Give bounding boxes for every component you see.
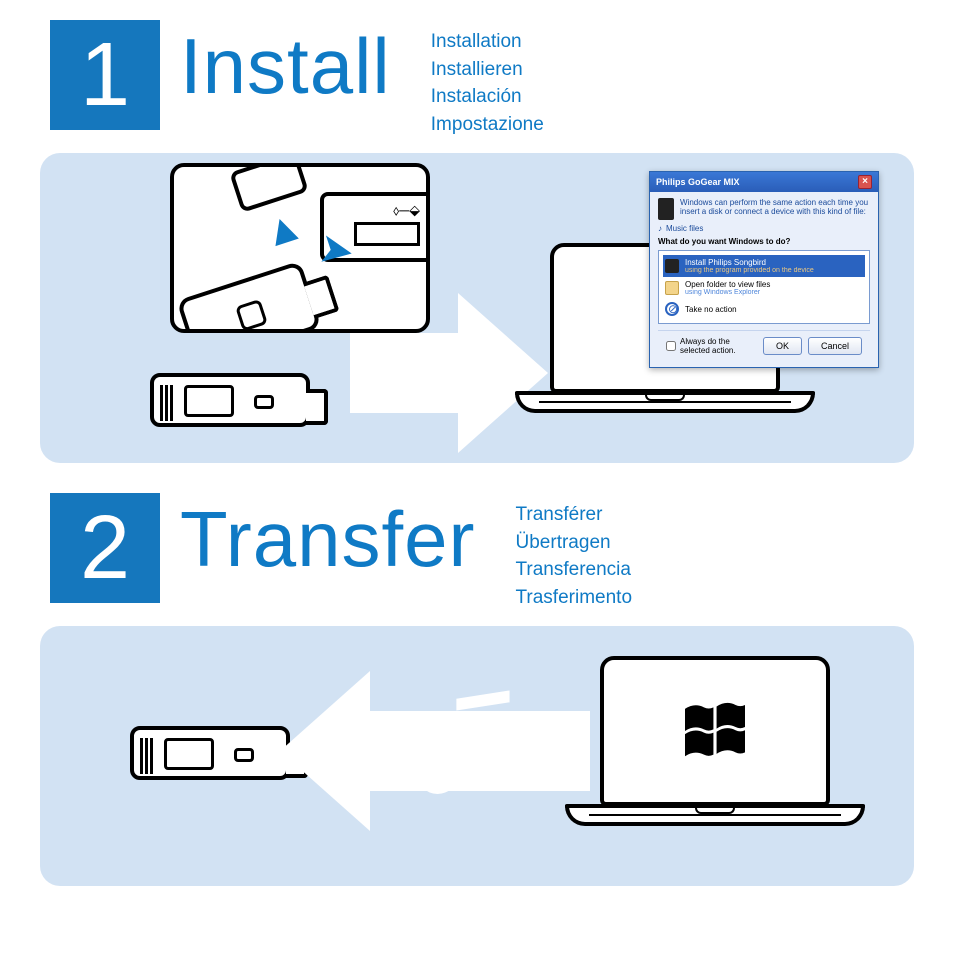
step-2-number-box: 2 — [50, 493, 160, 603]
dialog-intro-text: Windows can perform the same action each… — [680, 198, 870, 216]
step-2-panel — [40, 626, 914, 886]
music-category-icon: ♪ — [658, 224, 662, 233]
translation-item: Installation — [431, 28, 544, 56]
step-1-number-box: 1 — [50, 20, 160, 130]
translation-item: Instalación — [431, 83, 544, 111]
arrow-up-icon: ▲ — [256, 200, 310, 258]
ok-button[interactable]: OK — [763, 337, 802, 355]
arrow-insert-icon: ➤ — [315, 223, 358, 277]
step-2-translations: Transférer Übertragen Transferencia Tras… — [516, 493, 633, 611]
autoplay-dialog: Philips GoGear MIX × Windows can perform… — [649, 171, 879, 368]
option-label: Open folder to view files — [685, 280, 770, 289]
translation-item: Transférer — [516, 501, 633, 529]
dialog-prompt: What do you want Windows to do? — [658, 237, 870, 246]
laptop-illustration — [600, 656, 865, 826]
device-thumbnail-icon — [658, 198, 674, 220]
usb-closeup-illustration: ⬨─⬙ ▲ ➤ — [170, 163, 430, 333]
step-1-number: 1 — [80, 24, 130, 127]
option-label: Take no action — [685, 305, 737, 314]
player-stick-illustration — [176, 261, 321, 333]
usb-symbol-icon: ⬨─⬙ — [393, 202, 420, 219]
music-note-icon — [420, 681, 540, 811]
close-icon[interactable]: × — [858, 175, 872, 189]
option-sublabel: using the program provided on the device — [685, 267, 814, 274]
dialog-option-install[interactable]: Install Philips Songbird using the progr… — [663, 255, 865, 277]
translation-item: Installieren — [431, 56, 544, 84]
windows-logo-icon — [680, 701, 750, 761]
dialog-category: Music files — [666, 224, 703, 233]
option-sublabel: using Windows Explorer — [685, 289, 770, 296]
translation-item: Impostazione — [431, 111, 544, 139]
step-1-title: Install — [180, 20, 391, 114]
dialog-title: Philips GoGear MIX — [656, 177, 740, 187]
option-songbird-icon — [665, 259, 679, 273]
step-1-panel: ⬨─⬙ ▲ ➤ Philips GoGear MIX × Windows can… — [40, 153, 914, 463]
dialog-option-open-folder[interactable]: Open folder to view files using Windows … — [663, 277, 865, 299]
dialog-titlebar: Philips GoGear MIX × — [650, 172, 878, 192]
translation-item: Trasferimento — [516, 584, 633, 612]
translation-item: Übertragen — [516, 529, 633, 557]
mp3-player-illustration — [130, 726, 290, 780]
mp3-player-illustration — [150, 373, 310, 427]
always-checkbox-label: Always do the selected action. — [680, 337, 757, 355]
dialog-options-list: Install Philips Songbird using the progr… — [658, 250, 870, 324]
option-noaction-icon: ⊘ — [665, 302, 679, 316]
step-2-header: 2 Transfer Transférer Übertragen Transfe… — [0, 463, 954, 626]
option-folder-icon — [665, 281, 679, 295]
step-1-header: 1 Install Installation Installieren Inst… — [0, 0, 954, 153]
step-2-number: 2 — [80, 497, 130, 600]
cancel-button[interactable]: Cancel — [808, 337, 862, 355]
step-2-title: Transfer — [180, 493, 476, 587]
always-checkbox[interactable]: Always do the selected action. — [666, 337, 757, 355]
step-1-translations: Installation Installieren Instalación Im… — [431, 20, 544, 138]
always-checkbox-input[interactable] — [666, 341, 676, 351]
option-label: Install Philips Songbird — [685, 258, 814, 267]
translation-item: Transferencia — [516, 556, 633, 584]
dialog-option-no-action[interactable]: ⊘ Take no action — [663, 299, 865, 319]
